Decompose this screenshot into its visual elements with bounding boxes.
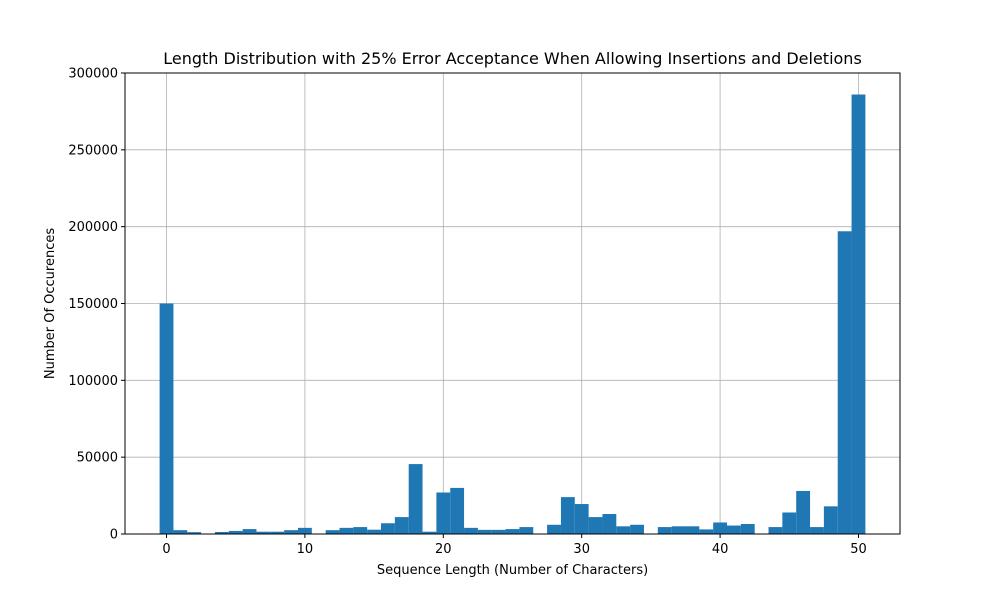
histogram-bar [173, 530, 188, 534]
histogram-bar [256, 531, 271, 534]
x-tick-label: 20 [435, 542, 452, 557]
histogram-bar [270, 531, 285, 534]
histogram-bar [630, 524, 644, 534]
histogram-bar [422, 531, 437, 534]
histogram-bar [450, 487, 465, 534]
histogram-bar [768, 527, 783, 534]
histogram-bar [602, 514, 617, 534]
histogram-bar [214, 532, 229, 534]
chart-title: Length Distribution with 25% Error Accep… [163, 49, 862, 68]
histogram-bar [505, 529, 520, 534]
y-tick-label: 200000 [68, 220, 118, 235]
histogram-bar [782, 512, 797, 534]
y-tick-label: 150000 [68, 297, 118, 312]
histogram-bar [560, 497, 575, 534]
y-tick-label: 50000 [77, 451, 118, 466]
histogram-bar [408, 464, 423, 534]
x-axis-label: Sequence Length (Number of Characters) [377, 563, 648, 578]
x-tick-label: 40 [712, 542, 729, 557]
histogram-bar [519, 527, 534, 534]
histogram-bar [381, 523, 395, 534]
histogram-bar [297, 527, 312, 534]
bars [159, 94, 866, 534]
histogram-bar [228, 530, 243, 534]
histogram-bar [588, 517, 603, 534]
histogram-bar [159, 303, 174, 534]
histogram-bar [823, 506, 838, 534]
y-tick-label: 0 [110, 528, 118, 543]
histogram-bar [671, 526, 686, 534]
x-tick-label: 30 [573, 542, 590, 557]
histogram-bar [491, 529, 506, 534]
histogram-bar [547, 524, 561, 534]
histogram-bar [187, 532, 202, 534]
histogram-bar [574, 504, 589, 534]
histogram-bar [810, 527, 824, 534]
histogram-bar [740, 524, 755, 534]
histogram-bar [837, 231, 852, 534]
y-tick-label: 300000 [68, 67, 118, 82]
histogram-bar [657, 527, 672, 534]
histogram-bar [242, 529, 257, 534]
histogram-bar [394, 517, 409, 534]
x-tick-label: 0 [162, 542, 170, 557]
histogram-bar [699, 529, 714, 534]
x-tick-label: 10 [297, 542, 314, 557]
histogram-bar [727, 525, 741, 534]
histogram-bar [353, 527, 368, 534]
histogram-bar [284, 530, 298, 534]
x-axis-ticks: 0 10 20 30 40 50 [162, 534, 867, 557]
histogram-bar [796, 490, 811, 534]
histogram-bar [851, 94, 866, 534]
histogram-bar [464, 527, 478, 534]
histogram-bar [325, 530, 340, 534]
histogram-bar [685, 526, 700, 534]
histogram-bar [477, 529, 492, 534]
y-tick-label: 100000 [68, 374, 118, 389]
histogram-bar [616, 526, 631, 534]
x-tick-label: 50 [850, 542, 867, 557]
histogram-bar [367, 529, 382, 534]
y-axis-ticks: 0 50000 100000 150000 200000 250000 300000 [68, 67, 125, 543]
histogram-bar [339, 527, 354, 534]
y-tick-label: 250000 [68, 143, 118, 158]
y-axis-label: Number Of Occurences [43, 228, 58, 380]
histogram-bar [436, 492, 451, 534]
histogram-bar [713, 522, 728, 534]
